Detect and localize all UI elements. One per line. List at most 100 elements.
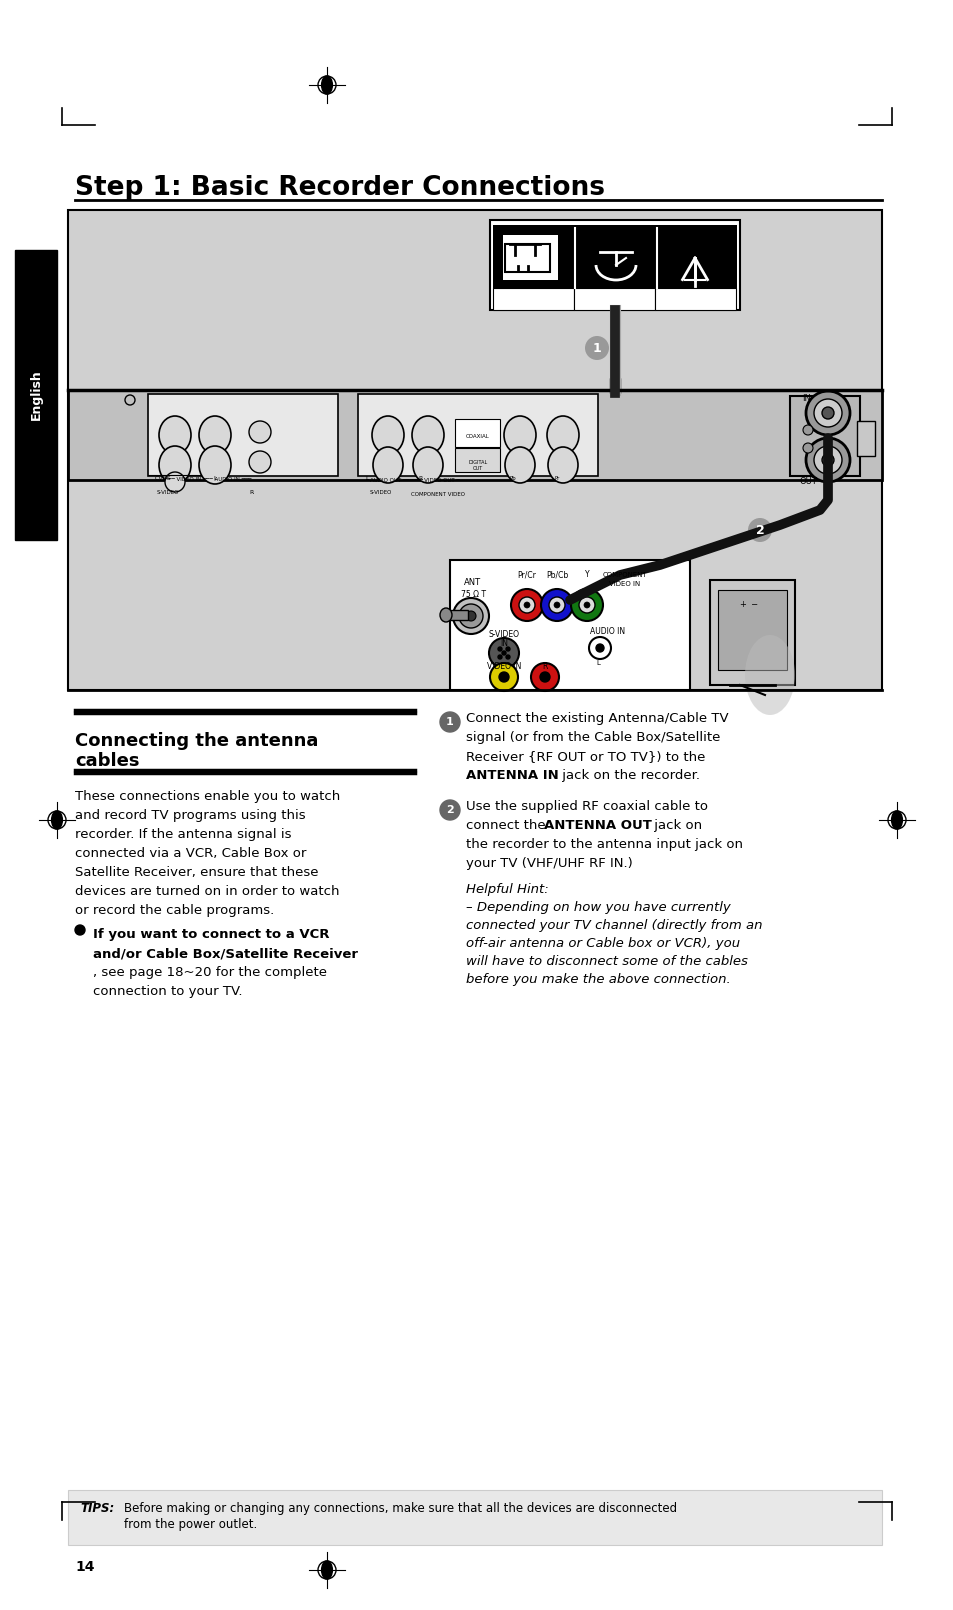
Text: 14: 14 <box>75 1560 94 1575</box>
Circle shape <box>505 655 510 658</box>
Text: connection to your TV.: connection to your TV. <box>92 985 242 998</box>
Bar <box>455 419 499 448</box>
Circle shape <box>523 602 530 609</box>
Circle shape <box>453 597 489 634</box>
Bar <box>609 378 619 393</box>
Text: TIPS:: TIPS: <box>80 1502 114 1515</box>
Text: jack on: jack on <box>649 819 701 832</box>
Text: COMPONENT: COMPONENT <box>602 572 647 578</box>
Circle shape <box>813 446 841 473</box>
Ellipse shape <box>372 415 403 454</box>
Circle shape <box>821 454 833 465</box>
Text: If you want to connect to a VCR: If you want to connect to a VCR <box>92 927 329 940</box>
Text: or record the cable programs.: or record the cable programs. <box>75 903 274 918</box>
Text: signal (or from the Cable Box/Satellite: signal (or from the Cable Box/Satellite <box>465 731 720 744</box>
Text: devices are turned on in order to watch: devices are turned on in order to watch <box>75 886 339 898</box>
Circle shape <box>498 671 509 683</box>
Circle shape <box>805 438 849 481</box>
Text: from the power outlet.: from the power outlet. <box>124 1518 257 1531</box>
Text: 2: 2 <box>755 523 763 536</box>
Text: Helpful Hint:: Helpful Hint: <box>465 882 548 897</box>
Text: R: R <box>249 489 253 494</box>
Ellipse shape <box>199 446 231 485</box>
Circle shape <box>588 638 610 658</box>
Text: S-VIDEO: S-VIDEO <box>157 489 179 494</box>
Text: R: R <box>541 662 547 671</box>
Text: R: R <box>417 477 422 481</box>
Text: CVBS: CVBS <box>154 477 172 481</box>
Ellipse shape <box>503 415 536 454</box>
Bar <box>450 560 689 691</box>
Ellipse shape <box>546 415 578 454</box>
Text: These connections enable you to watch: These connections enable you to watch <box>75 791 340 803</box>
Bar <box>68 390 882 480</box>
Text: Satellite Receiver, ensure that these: Satellite Receiver, ensure that these <box>75 866 318 879</box>
Text: L: L <box>213 477 216 481</box>
Text: Pb/Cb: Pb/Cb <box>545 570 568 580</box>
Text: COAXIAL: COAXIAL <box>466 435 489 440</box>
Circle shape <box>518 597 535 613</box>
Text: connected your TV channel (directly from an: connected your TV channel (directly from… <box>465 919 761 932</box>
Text: connected via a VCR, Cable Box or: connected via a VCR, Cable Box or <box>75 847 306 860</box>
Text: before you make the above connection.: before you make the above connection. <box>465 972 730 985</box>
Text: ANTENNA IN: ANTENNA IN <box>465 770 558 782</box>
Circle shape <box>497 647 501 650</box>
Circle shape <box>821 407 833 419</box>
Ellipse shape <box>159 446 191 485</box>
Text: 75 Ω T: 75 Ω T <box>460 589 485 599</box>
Ellipse shape <box>547 448 578 483</box>
Ellipse shape <box>51 811 62 829</box>
Text: 1: 1 <box>446 716 454 728</box>
Text: COMPONENT VIDEO: COMPONENT VIDEO <box>411 493 464 497</box>
Ellipse shape <box>321 76 332 93</box>
Circle shape <box>583 602 589 609</box>
Text: Pr/Cr: Pr/Cr <box>517 570 536 580</box>
Ellipse shape <box>891 811 902 829</box>
Circle shape <box>578 597 595 613</box>
Ellipse shape <box>159 415 191 454</box>
Ellipse shape <box>412 415 443 454</box>
Text: 2: 2 <box>446 805 454 815</box>
Circle shape <box>489 638 518 668</box>
Circle shape <box>540 589 573 621</box>
Text: DIGITAL
OUT: DIGITAL OUT <box>468 460 487 470</box>
Bar <box>718 589 786 670</box>
Circle shape <box>505 647 510 650</box>
Text: VIDEO IN: VIDEO IN <box>486 662 520 671</box>
Text: Connecting the antenna: Connecting the antenna <box>75 733 318 750</box>
Text: ─ AUDIO OUT ────── VIDEO OUT ─: ─ AUDIO OUT ────── VIDEO OUT ─ <box>365 478 459 483</box>
Ellipse shape <box>413 448 442 483</box>
Circle shape <box>571 589 602 621</box>
Circle shape <box>805 391 849 435</box>
Bar <box>574 288 655 311</box>
Text: S-VIDEO: S-VIDEO <box>488 630 519 639</box>
Text: L: L <box>596 660 599 667</box>
Bar <box>493 225 737 290</box>
Ellipse shape <box>744 634 794 715</box>
Circle shape <box>554 602 559 609</box>
Text: Pb: Pb <box>510 477 517 481</box>
Bar <box>502 235 558 280</box>
Ellipse shape <box>373 448 402 483</box>
Text: AUDIO IN: AUDIO IN <box>590 626 625 636</box>
Bar <box>856 420 874 456</box>
Circle shape <box>501 650 505 655</box>
Bar <box>446 610 468 620</box>
Text: off-air antenna or Cable box or VCR), you: off-air antenna or Cable box or VCR), yo… <box>465 937 740 950</box>
Circle shape <box>458 604 482 628</box>
Text: and/or Cable Box/Satellite Receiver: and/or Cable Box/Satellite Receiver <box>92 947 357 960</box>
Circle shape <box>75 926 85 935</box>
Bar <box>490 221 740 311</box>
Circle shape <box>548 597 564 613</box>
Text: – Depending on how you have currently: – Depending on how you have currently <box>465 902 730 914</box>
Circle shape <box>439 800 459 819</box>
Text: OUT: OUT <box>800 477 817 486</box>
Text: your TV (VHF/UHF RF IN.): your TV (VHF/UHF RF IN.) <box>465 857 632 869</box>
Text: recorder. If the antenna signal is: recorder. If the antenna signal is <box>75 828 292 840</box>
Bar <box>789 396 859 477</box>
Text: the recorder to the antenna input jack on: the recorder to the antenna input jack o… <box>465 837 742 852</box>
Bar <box>68 209 882 691</box>
Text: ANTENNA OUT: ANTENNA OUT <box>543 819 651 832</box>
Bar <box>455 448 499 472</box>
Text: IN: IN <box>499 639 507 647</box>
